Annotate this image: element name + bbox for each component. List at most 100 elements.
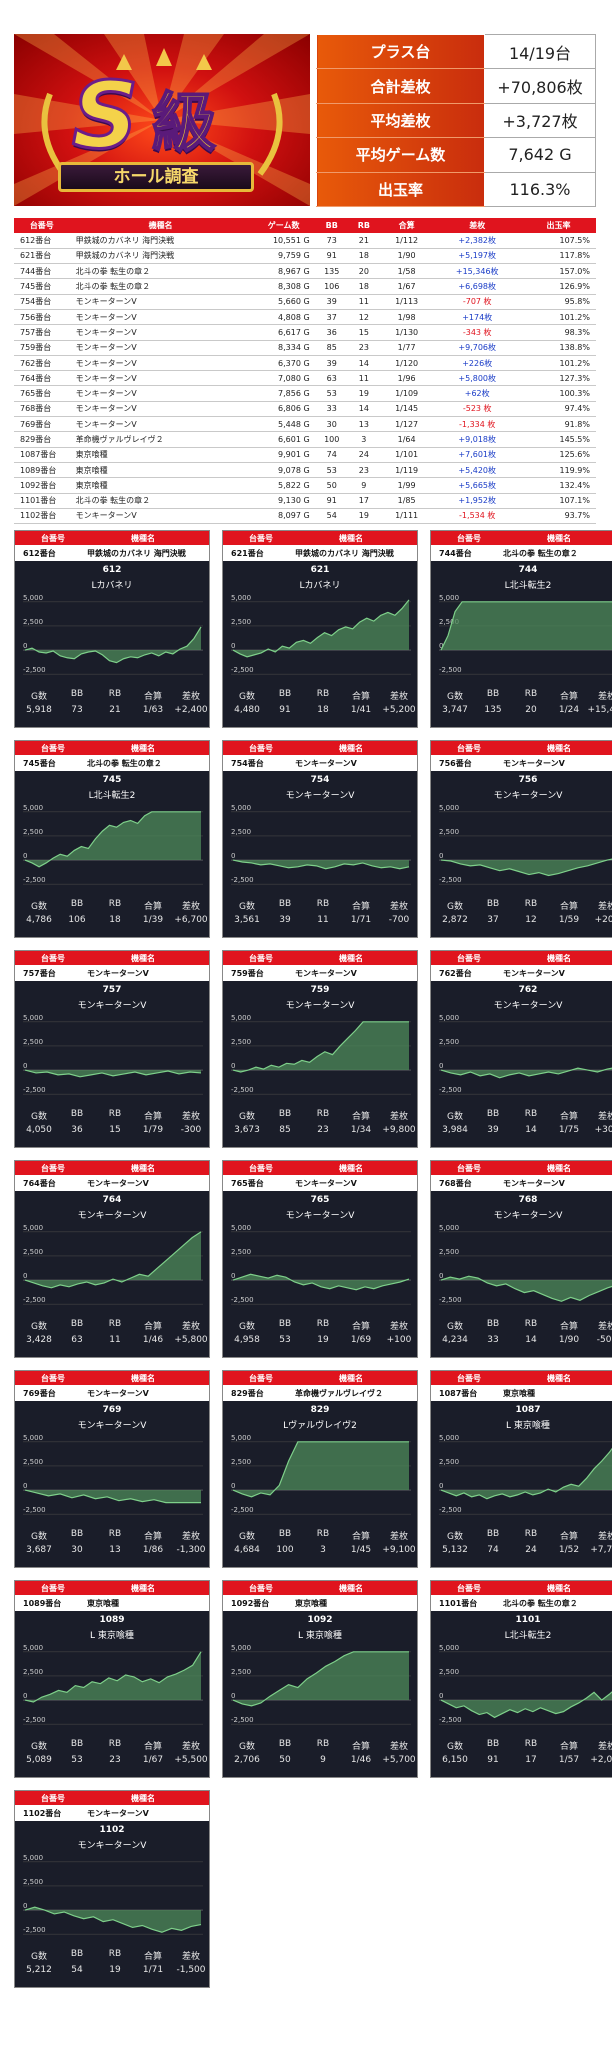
slump-line [24, 1489, 201, 1504]
table-row[interactable]: 1092番台 東京喰種 5,822 G 50 9 1/99 +5,665枚 132.4% [14, 477, 596, 494]
stat-value: 21 [109, 705, 121, 715]
table-cell: 15 [347, 324, 380, 341]
y-tick-label: 2,500 [439, 828, 459, 836]
machine-card[interactable]: 台番号 機種名 745番台 北斗の拳 転生の章２ 745 L北斗転生2 5,000 2,500… [14, 740, 210, 938]
stat-value: 53 [279, 1335, 291, 1345]
stat-header: RB [108, 1529, 122, 1539]
machine-card[interactable]: 台番号 機種名 1092番台 東京喰種 1092 L 東京喰種 5,000 2,500 0 -2,… [222, 1580, 418, 1778]
summary-row: 出玉率 116.3% [316, 171, 596, 207]
table-cell: 1/119 [379, 462, 434, 479]
stat-value: +300 [594, 1125, 612, 1135]
machine-card[interactable]: 台番号 機種名 612番台 甲鉄城のカバネリ 海門決戦 612 Lカバネリ 5,000 2,5… [14, 530, 210, 728]
card-header-labels: 台番号 機種名 [15, 1161, 209, 1175]
machine-card[interactable]: 台番号 機種名 765番台 モンキーターンV 765 モンキーターンV 5,000 2,500… [222, 1160, 418, 1358]
machine-card[interactable]: 台番号 機種名 759番台 モンキーターンV 759 モンキーターンV 5,000 2,500… [222, 950, 418, 1148]
machine-card[interactable]: 台番号 機種名 1089番台 東京喰種 1089 L 東京喰種 5,000 2,500 0 -2,… [14, 1580, 210, 1778]
machine-card[interactable]: 台番号 機種名 757番台 モンキーターンV 757 モンキーターンV 5,000 2,500… [14, 950, 210, 1148]
table-cell: 53 [315, 385, 348, 402]
card-number: 1092 [307, 1615, 333, 1625]
table-cell: 1/64 [379, 431, 434, 448]
table-row[interactable]: 759番台 モンキーターンV 8,334 G 85 23 1/77 +9,706枚 138.8… [14, 340, 596, 356]
card-header: 台番号 機種名 621番台 甲鉄城のカバネリ 海門決戦 [223, 531, 417, 561]
machine-header-label: 機種名 [131, 954, 155, 963]
machine-card[interactable]: 台番号 機種名 769番台 モンキーターンV 769 モンキーターンV 5,000 2,500… [14, 1370, 210, 1568]
table-cell: +5,665枚 [433, 477, 522, 494]
table-cell: 19 [347, 385, 380, 402]
table-row[interactable]: 1102番台 モンキーターンV 8,097 G 54 19 1/111 -1,534 枚 93… [14, 508, 596, 525]
machine-card[interactable]: 台番号 機種名 1102番台 モンキーターンV 1102 モンキーターンV 5,000 2,5… [14, 1790, 210, 1988]
card-unit: 612番台 [23, 549, 56, 558]
column-header: 差枚 [433, 218, 522, 233]
table-row[interactable]: 762番台 モンキーターンV 6,370 G 39 14 1/120 +226枚 101.2% [14, 355, 596, 372]
card-stats: G数 BB RB 合算 差枚 6,150 91 17 1/57 +2,000 [431, 1737, 612, 1773]
slump-line [24, 626, 202, 664]
table-row[interactable]: 1087番台 東京喰種 9,901 G 74 24 1/101 +7,601枚 125.6% [14, 447, 596, 463]
stat-value: 18 [317, 705, 329, 715]
stat-header: G数 [239, 902, 255, 912]
y-tick-label: -2,500 [23, 1086, 46, 1094]
card-stats: G数 BB RB 合算 差枚 4,786 106 18 1/39 +6,700 [15, 897, 209, 933]
table-row[interactable]: 768番台 モンキーターンV 6,806 G 33 14 1/145 -523 枚 97.4% [14, 401, 596, 418]
y-tick-label: -2,500 [231, 1506, 254, 1514]
table-row[interactable]: 765番台 モンキーターンV 7,856 G 53 19 1/109 +62枚 100.3% [14, 385, 596, 402]
table-cell: 757番台 [14, 324, 70, 341]
slump-area [441, 1691, 612, 1718]
machine-card[interactable]: 台番号 機種名 1101番台 北斗の拳 転生の章２ 1101 L北斗転生2 5,000 2,5… [430, 1580, 612, 1778]
machine-card[interactable]: 台番号 機種名 744番台 北斗の拳 転生の章２ 744 L北斗転生2 5,000 2,500… [430, 530, 612, 728]
machine-header-label: 機種名 [339, 1374, 363, 1383]
table-cell: 100.3% [521, 385, 596, 402]
table-row[interactable]: 744番台 北斗の拳 転生の章２ 8,967 G 135 20 1/58 +15,346枚 1… [14, 263, 596, 280]
card-stats: G数 BB RB 合算 差枚 4,480 91 18 1/41 +5,200 [223, 687, 417, 723]
table-cell: 91 [315, 248, 348, 265]
table-row[interactable]: 745番台 北斗の拳 転生の章２ 8,308 G 106 18 1/67 +6,698枚 12… [14, 278, 596, 295]
card-machine: 甲鉄城のカバネリ 海門決戦 [295, 549, 394, 558]
stat-value: +15,400 [587, 705, 612, 715]
table-cell: +15,346枚 [433, 263, 522, 280]
slump-line [440, 1691, 612, 1719]
stat-header: 合算 [351, 1112, 370, 1122]
unit-header-label: 台番号 [249, 954, 273, 963]
stat-value: 1/59 [558, 915, 580, 925]
table-cell: 1/127 [379, 416, 434, 433]
table-row[interactable]: 1089番台 東京喰種 9,078 G 53 23 1/119 +5,420枚 119.9% [14, 462, 596, 479]
y-tick-label: -2,500 [231, 1296, 254, 1304]
stat-header: 差枚 [181, 1952, 200, 1962]
table-row[interactable]: 612番台 甲鉄城のカバネリ 海門決戦 10,551 G 73 21 1/112 +2,38… [14, 233, 596, 249]
table-row[interactable]: 769番台 モンキーターンV 5,448 G 30 13 1/127 -1,334 枚 91.… [14, 416, 596, 433]
machine-card[interactable]: 台番号 機種名 621番台 甲鉄城のカバネリ 海門決戦 621 Lカバネリ 5,000 2,5… [222, 530, 418, 728]
stat-header: 差枚 [181, 1532, 200, 1542]
table-row[interactable]: 764番台 モンキーターンV 7,080 G 63 11 1/96 +5,800枚 127.3… [14, 370, 596, 387]
table-cell: +5,800枚 [433, 370, 522, 387]
card-header: 台番号 機種名 765番台 モンキーターンV [223, 1161, 417, 1191]
table-cell: 東京喰種 [69, 462, 252, 479]
table-row[interactable]: 757番台 モンキーターンV 6,617 G 36 15 1/130 -343 枚 98.3% [14, 324, 596, 341]
machine-card[interactable]: 台番号 機種名 768番台 モンキーターンV 768 モンキーターンV 5,000 2,500… [430, 1160, 612, 1358]
machine-card[interactable]: 台番号 機種名 756番台 モンキーターンV 756 モンキーターンV 5,000 2,500… [430, 740, 612, 938]
unit-header-label: 台番号 [41, 1794, 65, 1803]
slump-line [440, 1067, 612, 1079]
machine-card[interactable]: 台番号 機種名 1087番台 東京喰種 1087 L 東京喰種 5,000 2,500 0 -2,… [430, 1370, 612, 1568]
y-tick-label: 0 [231, 1272, 235, 1280]
table-cell: 1/113 [379, 294, 434, 310]
table-row[interactable]: 754番台 モンキーターンV 5,660 G 39 11 1/113 -707 枚 95.8% [14, 294, 596, 310]
machine-card[interactable]: 台番号 機種名 762番台 モンキーターンV 762 モンキーターンV 5,000 2,500… [430, 950, 612, 1148]
y-tick-label: 5,000 [439, 594, 459, 602]
stat-header: 合算 [559, 1532, 578, 1542]
card-number: 1087 [515, 1405, 541, 1415]
machine-card[interactable]: 台番号 機種名 829番台 革命機ヴァルヴレイヴ２ 829 Lヴァルヴレイヴ2 5,000 2… [222, 1370, 418, 1568]
machine-card[interactable]: 台番号 機種名 754番台 モンキーターンV 754 モンキーターンV 5,000 2,500… [222, 740, 418, 938]
stat-value: +100 [386, 1335, 412, 1345]
table-row[interactable]: 756番台 モンキーターンV 4,808 G 37 12 1/98 +174枚 101.2% [14, 309, 596, 326]
table-row[interactable]: 1101番台 北斗の拳 転生の章２ 9,130 G 91 17 1/85 +1,952枚 10… [14, 493, 596, 509]
card-header: 台番号 機種名 754番台 モンキーターンV [223, 741, 417, 771]
table-row[interactable]: 621番台 甲鉄城のカバネリ 海門決戦 9,759 G 91 18 1/90 +5,197枚… [14, 248, 596, 265]
table-cell: 127.3% [521, 370, 596, 387]
stat-value: +200 [594, 915, 612, 925]
machine-card[interactable]: 台番号 機種名 764番台 モンキーターンV 764 モンキーターンV 5,000 2,500… [14, 1160, 210, 1358]
table-row[interactable]: 829番台 革命機ヴァルヴレイヴ２ 6,601 G 100 3 1/64 +9,018枚 14… [14, 431, 596, 448]
unit-header-label: 台番号 [457, 744, 481, 753]
stat-value: 5,918 [26, 705, 52, 715]
card-header: 台番号 機種名 1092番台 東京喰種 [223, 1581, 417, 1611]
card-header-labels: 台番号 機種名 [431, 951, 612, 965]
stat-header: G数 [31, 1742, 47, 1752]
